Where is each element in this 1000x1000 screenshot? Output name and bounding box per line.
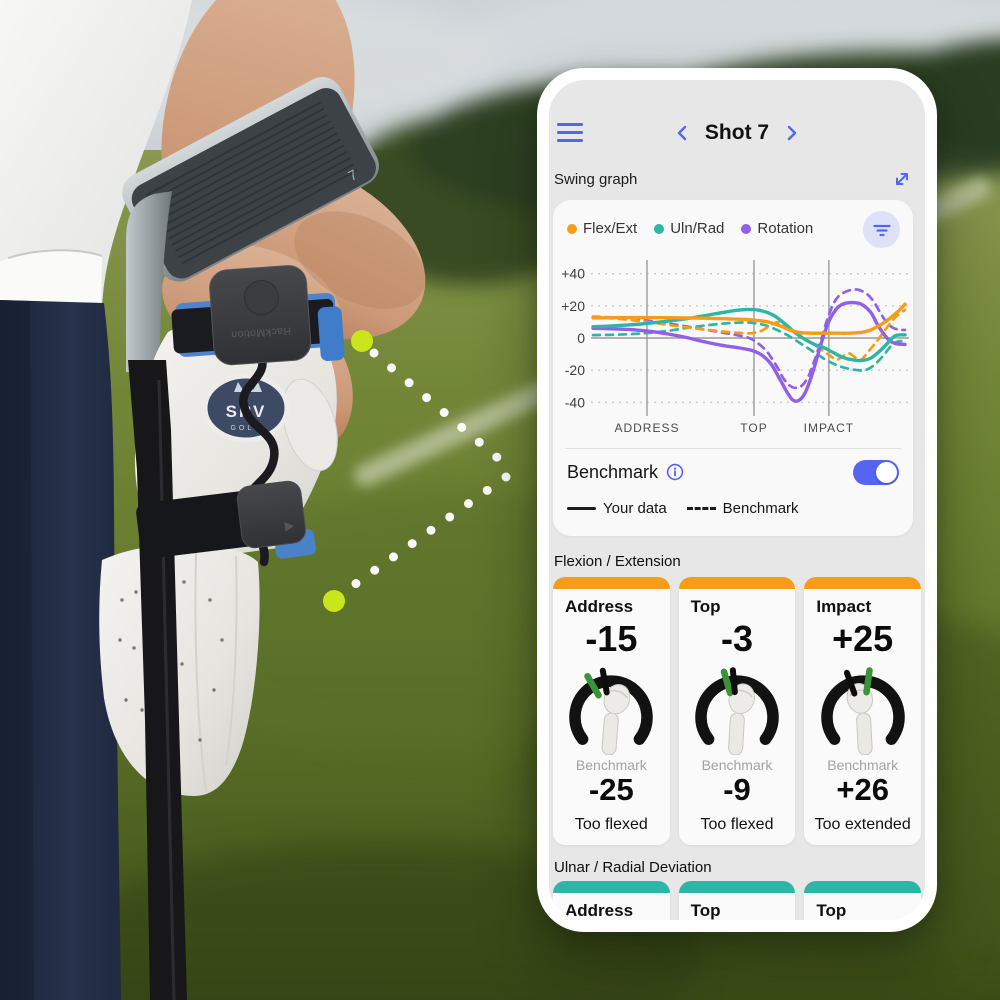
your-data-label: Your data [603, 500, 667, 517]
divider [565, 448, 901, 449]
golf-club-head: 7 [122, 77, 379, 282]
legend-item-rotation: Rotation [741, 220, 813, 237]
benchmark-value: -25 [588, 772, 634, 807]
measured-value: -3 [721, 618, 754, 659]
benchmark-caption: Benchmark [701, 757, 773, 773]
legend-label: Flex/Ext [583, 220, 638, 237]
svg-text:IMPACT: IMPACT [804, 421, 854, 432]
trajectory-dots [323, 330, 517, 612]
swing-graph-card: Flex/Ext Uln/Rad Rotation [553, 200, 913, 536]
shot-title: Shot 7 [704, 121, 770, 144]
legend-item-uln-rad: Uln/Rad [654, 220, 724, 237]
benchmark-value: -9 [723, 772, 751, 807]
wrist-angle-gauge [569, 667, 654, 755]
phase-label: Top [690, 901, 721, 920]
legend-item-flex-ext: Flex/Ext [567, 220, 637, 237]
card-accent-bar [553, 881, 670, 893]
golfer-pants [0, 300, 121, 1000]
next-shot-chevron-icon[interactable] [785, 124, 799, 142]
menu-icon[interactable] [557, 123, 583, 142]
metric-card-address: Address -15 Benchmark -25 Too flexed [553, 577, 670, 845]
solid-line-swatch [567, 507, 596, 510]
previous-shot-chevron-icon[interactable] [675, 124, 689, 142]
benchmark-toggle[interactable] [853, 459, 899, 485]
svg-text:TOP: TOP [740, 421, 767, 432]
ulnar-radial-cards: Address Top Top [553, 881, 922, 920]
dashed-line-swatch [686, 507, 716, 510]
section-title-ulnar-radial: Ulnar / Radial Deviation [554, 859, 712, 876]
club-hosel [126, 191, 172, 372]
card-accent-bar [678, 881, 796, 893]
expand-icon[interactable] [892, 169, 912, 189]
flexion-extension-cards: Address -15 Benchmark -25 Too flexed Top… [553, 577, 922, 845]
shot-navigation: Shot 7 [549, 118, 925, 148]
svg-text:0: 0 [577, 330, 585, 346]
swing-line-chart: +40 +20 0 -20 -40 ADDRESS TOP IMPACT [561, 260, 909, 432]
benchmark-line-label: Benchmark [722, 500, 799, 517]
hand-sensor [136, 480, 316, 559]
sensor-highlight-dot-bottom [323, 590, 345, 612]
phase-label: Impact [816, 597, 872, 616]
line-style-legend: Your data Benchmark [567, 500, 799, 517]
metric-card-top: Top [678, 881, 796, 920]
measured-value: +25 [832, 618, 894, 659]
metric-card-top-2: Top [804, 881, 922, 920]
sensor-highlight-dot-top [351, 330, 373, 352]
chart-legend: Flex/Ext Uln/Rad Rotation [567, 220, 813, 237]
phase-label: Top [690, 597, 721, 616]
svg-text:-20: -20 [565, 362, 585, 378]
app-screen[interactable]: Shot 7 Swing graph Flex/Ext [549, 80, 925, 920]
uln-rad-dot-icon [654, 223, 665, 234]
wrist-sensor-brand: HackMotion [230, 325, 291, 341]
benchmark-caption: Benchmark [827, 757, 899, 773]
card-accent-bar [804, 881, 922, 893]
status-text: Too extended [814, 816, 911, 833]
phase-label: Top [816, 901, 847, 920]
benchmark-label: Benchmark [567, 461, 659, 482]
svg-text:-40: -40 [565, 394, 585, 410]
svg-text:+40: +40 [561, 266, 585, 282]
info-icon[interactable] [666, 463, 684, 481]
swing-graph-label: Swing graph [554, 170, 638, 188]
sensor-arrow-icon [284, 521, 294, 532]
flex-ext-dot-icon [567, 223, 577, 234]
phone-mockup: Shot 7 Swing graph Flex/Ext [537, 68, 937, 932]
section-title-flexion-extension: Flexion / Extension [554, 553, 681, 570]
filter-icon [872, 224, 891, 236]
measured-value: -15 [585, 618, 638, 659]
phase-label: Address [565, 901, 634, 920]
metric-card-impact: Impact +25 Benchmark +26 Too extended [804, 577, 922, 845]
benchmark-caption: Benchmark [575, 757, 647, 773]
metric-card-address: Address [553, 881, 670, 920]
filter-button[interactable] [863, 211, 900, 248]
phase-label: Address [565, 597, 634, 616]
svg-text:ADDRESS: ADDRESS [614, 421, 679, 432]
card-accent-bar [553, 577, 670, 589]
wrist-angle-gauge [695, 667, 779, 755]
status-text: Too flexed [700, 816, 774, 833]
benchmark-value: +26 [836, 772, 889, 807]
rotation-dot-icon [741, 223, 752, 234]
wrist-angle-gauge [820, 667, 905, 755]
status-text: Too flexed [574, 816, 648, 833]
card-accent-bar [804, 577, 922, 589]
legend-label: Uln/Rad [670, 220, 725, 237]
golfer-shirt [0, 0, 192, 308]
metric-card-top: Top -3 Benchmark -9 Too flexed [678, 577, 796, 845]
legend-label: Rotation [757, 220, 814, 237]
strap-clip [317, 306, 345, 362]
toggle-knob [876, 461, 897, 483]
glove-logo-subtext: GOLF [230, 425, 261, 432]
svg-text:+20: +20 [561, 298, 585, 314]
wrist-sensor: HackMotion [171, 265, 345, 366]
card-accent-bar [678, 577, 796, 589]
